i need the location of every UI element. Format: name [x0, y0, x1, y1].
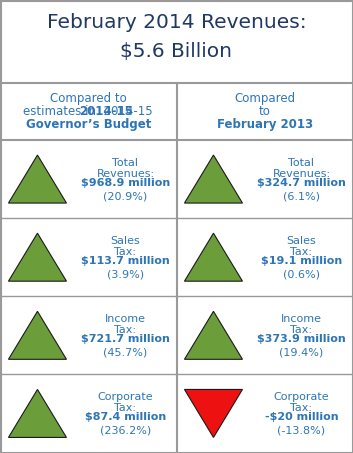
Polygon shape	[8, 311, 66, 359]
Text: (-13.8%): (-13.8%)	[277, 425, 325, 435]
Polygon shape	[8, 155, 66, 203]
Polygon shape	[8, 390, 66, 438]
Text: to: to	[259, 105, 271, 118]
Text: Tax:: Tax:	[114, 325, 137, 335]
Text: (45.7%): (45.7%)	[103, 347, 148, 357]
Text: Tax:: Tax:	[291, 325, 312, 335]
Text: February 2013: February 2013	[217, 118, 313, 131]
Text: Income: Income	[281, 314, 322, 324]
Text: (3.9%): (3.9%)	[107, 269, 144, 279]
Text: estimates in  2014-15: estimates in 2014-15	[23, 105, 153, 118]
Text: February 2014 Revenues:: February 2014 Revenues:	[47, 13, 306, 32]
Text: (6.1%): (6.1%)	[283, 191, 320, 201]
Text: Governor’s Budget: Governor’s Budget	[25, 118, 151, 131]
Text: 2014-15: 2014-15	[79, 105, 133, 118]
Text: Revenues:: Revenues:	[273, 169, 330, 179]
Polygon shape	[185, 390, 243, 438]
Polygon shape	[185, 233, 243, 281]
Text: $113.7 million: $113.7 million	[81, 256, 170, 266]
Text: Corporate: Corporate	[98, 392, 153, 402]
Text: Income: Income	[105, 314, 146, 324]
Polygon shape	[185, 155, 243, 203]
Polygon shape	[8, 233, 66, 281]
Text: $324.7 million: $324.7 million	[257, 178, 346, 188]
Text: Tax:: Tax:	[291, 247, 312, 257]
Text: $5.6 Billion: $5.6 Billion	[120, 43, 233, 62]
Text: Tax:: Tax:	[114, 247, 137, 257]
Text: Total: Total	[113, 158, 138, 168]
Text: (236.2%): (236.2%)	[100, 425, 151, 435]
Text: Tax:: Tax:	[114, 404, 137, 414]
Text: $87.4 million: $87.4 million	[85, 412, 166, 423]
Text: Revenues:: Revenues:	[96, 169, 155, 179]
Text: Tax:: Tax:	[291, 404, 312, 414]
Polygon shape	[185, 311, 243, 359]
Text: (0.6%): (0.6%)	[283, 269, 320, 279]
Text: -$20 million: -$20 million	[265, 412, 338, 423]
Text: Total: Total	[288, 158, 315, 168]
Text: $968.9 million: $968.9 million	[81, 178, 170, 188]
Text: Sales: Sales	[110, 236, 140, 246]
Text: (20.9%): (20.9%)	[103, 191, 148, 201]
Text: (19.4%): (19.4%)	[279, 347, 324, 357]
Text: Corporate: Corporate	[274, 392, 329, 402]
Text: Sales: Sales	[287, 236, 316, 246]
Text: Compared to: Compared to	[50, 92, 127, 105]
Text: Compared: Compared	[234, 92, 295, 105]
Text: $19.1 million: $19.1 million	[261, 256, 342, 266]
Text: $721.7 million: $721.7 million	[81, 334, 170, 344]
Text: $373.9 million: $373.9 million	[257, 334, 346, 344]
